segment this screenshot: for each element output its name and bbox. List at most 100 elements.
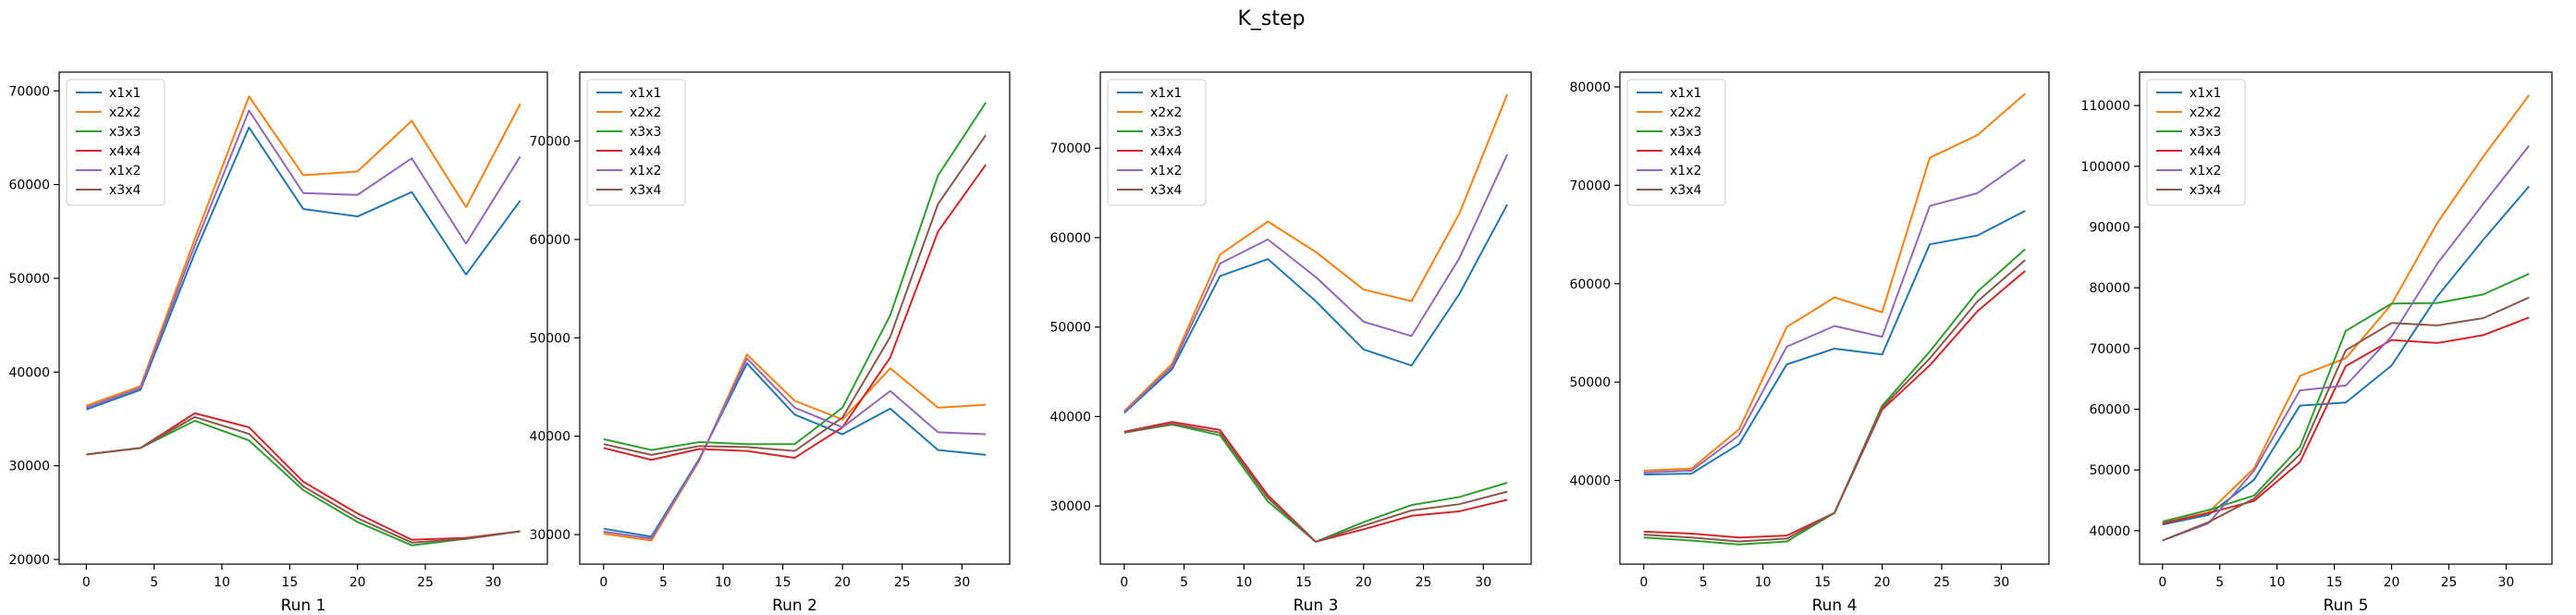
x-tick-label: 5 bbox=[1699, 575, 1708, 590]
y-tick-label: 30000 bbox=[1049, 499, 1091, 514]
y-tick-label: 60000 bbox=[1569, 277, 1611, 292]
x-tick-label: 0 bbox=[2158, 575, 2166, 590]
x-tick-label: 0 bbox=[1639, 575, 1648, 590]
x-axis-label: Run 2 bbox=[772, 597, 817, 615]
y-tick-label: 30000 bbox=[8, 460, 50, 474]
x-tick-label: 30 bbox=[2498, 575, 2515, 590]
y-tick-label: 80000 bbox=[2089, 281, 2130, 296]
x-tick-label: 15 bbox=[1295, 575, 1312, 590]
series-line-x4x4 bbox=[86, 412, 521, 541]
figure-title: K_step bbox=[1237, 7, 1305, 31]
series-line-x3x3 bbox=[603, 102, 987, 451]
series-line-x1x2 bbox=[1123, 154, 1509, 413]
y-tick-label: 50000 bbox=[529, 331, 570, 346]
y-tick-label: 50000 bbox=[1569, 375, 1611, 390]
x-tick-label: 10 bbox=[2269, 575, 2286, 590]
y-tick-label: 40000 bbox=[1569, 474, 1611, 489]
x-tick-label: 5 bbox=[1180, 575, 1188, 590]
y-tick-label: 60000 bbox=[8, 178, 50, 193]
series-line-x1x1 bbox=[1643, 210, 2026, 476]
series-line-x3x4 bbox=[1643, 259, 2026, 543]
series-line-x3x4 bbox=[86, 415, 521, 544]
plot-frame bbox=[1619, 71, 2050, 565]
y-tick-label: 60000 bbox=[529, 233, 570, 248]
plot-frame bbox=[2139, 71, 2553, 565]
x-tick-label: 15 bbox=[1814, 575, 1831, 590]
x-tick-label: 0 bbox=[1120, 575, 1128, 590]
legend-label-x2x2: x2x2 bbox=[630, 105, 661, 120]
legend-label-x1x2: x1x2 bbox=[109, 164, 141, 178]
x-tick-label: 25 bbox=[894, 575, 911, 590]
x-axis-label: Run 5 bbox=[2324, 597, 2369, 615]
y-tick-label: 20000 bbox=[8, 553, 50, 568]
x-tick-label: 10 bbox=[1235, 575, 1252, 590]
series-line-x1x1 bbox=[1123, 203, 1508, 414]
legend-label-x1x1: x1x1 bbox=[109, 86, 141, 101]
chart-panel-4: 0 5 10 15 20 25 30 40000 50000 60000 70000 80000 Run… bbox=[1569, 71, 2050, 615]
x-tick-label: 25 bbox=[1416, 575, 1432, 590]
y-tick-label: 40000 bbox=[2089, 524, 2130, 539]
series-line-x3x3 bbox=[86, 419, 521, 547]
chart-panel-2: 0 5 10 15 20 25 30 30000 40000 50000 60000 70000 Run… bbox=[529, 71, 1011, 615]
y-tick-label: 80000 bbox=[1569, 80, 1611, 95]
legend-label-x3x4: x3x4 bbox=[1670, 183, 1701, 198]
legend-label-x1x1: x1x1 bbox=[630, 86, 661, 101]
legend-label-x2x2: x2x2 bbox=[109, 105, 141, 120]
x-tick-label: 25 bbox=[2441, 575, 2458, 590]
series-line-x1x1 bbox=[2162, 185, 2530, 526]
y-tick-label: 90000 bbox=[2089, 220, 2130, 235]
series-line-x4x4 bbox=[2162, 316, 2530, 524]
y-tick-label: 70000 bbox=[529, 134, 570, 149]
y-tick-label: 40000 bbox=[8, 365, 50, 380]
x-tick-label: 15 bbox=[775, 575, 791, 590]
legend-label-x3x3: x3x3 bbox=[630, 125, 661, 140]
y-tick-label: 50000 bbox=[8, 272, 50, 287]
x-tick-label: 30 bbox=[1475, 575, 1491, 590]
series-line-x1x2 bbox=[603, 357, 987, 540]
x-tick-label: 0 bbox=[82, 575, 91, 590]
chart-panel-1: 0 5 10 15 20 25 30 20000 30000 40000 50000 60000 700… bbox=[8, 71, 548, 615]
x-tick-label: 5 bbox=[2215, 575, 2224, 590]
x-tick-label: 20 bbox=[834, 575, 851, 590]
x-tick-label: 20 bbox=[2384, 575, 2400, 590]
legend-label-x1x1: x1x1 bbox=[2190, 86, 2221, 101]
legend-label-x4x4: x4x4 bbox=[1670, 144, 1701, 159]
x-tick-label: 0 bbox=[599, 575, 607, 590]
legend-label-x4x4: x4x4 bbox=[2190, 144, 2221, 159]
series-line-x1x2 bbox=[2162, 144, 2531, 542]
x-tick-label: 15 bbox=[2326, 575, 2343, 590]
plot-frame bbox=[579, 71, 1011, 565]
x-tick-label: 25 bbox=[1933, 575, 1950, 590]
series-line-x1x2 bbox=[85, 109, 521, 409]
series-line-x1x1 bbox=[85, 126, 521, 411]
series-line-x4x4 bbox=[603, 164, 987, 461]
y-tick-label: 30000 bbox=[529, 528, 570, 543]
x-axis-label: Run 3 bbox=[1294, 597, 1339, 615]
legend-label-x1x2: x1x2 bbox=[1150, 164, 1182, 178]
y-tick-label: 50000 bbox=[1049, 321, 1091, 336]
legend-label-x1x2: x1x2 bbox=[1670, 164, 1701, 178]
y-tick-label: 100000 bbox=[2081, 160, 2130, 175]
legend-label-x1x1: x1x1 bbox=[1150, 86, 1182, 101]
series-line-x2x2 bbox=[85, 95, 521, 407]
series-line-x3x4 bbox=[2162, 296, 2530, 542]
y-tick-label: 50000 bbox=[2089, 463, 2130, 478]
series-line-x2x2 bbox=[2162, 94, 2531, 524]
legend-label-x1x1: x1x1 bbox=[1670, 86, 1701, 101]
x-axis-label: Run 4 bbox=[1812, 597, 1858, 615]
legend-label-x4x4: x4x4 bbox=[630, 144, 661, 159]
y-tick-label: 40000 bbox=[529, 430, 570, 445]
y-tick-label: 70000 bbox=[8, 84, 50, 99]
x-tick-label: 10 bbox=[214, 575, 230, 590]
x-tick-label: 15 bbox=[281, 575, 298, 590]
x-tick-label: 10 bbox=[1755, 575, 1772, 590]
legend-label-x3x3: x3x3 bbox=[1670, 125, 1701, 140]
x-tick-label: 5 bbox=[659, 575, 668, 590]
series-line-x3x4 bbox=[1123, 423, 1508, 543]
x-tick-label: 30 bbox=[953, 575, 970, 590]
y-tick-label: 110000 bbox=[2081, 99, 2130, 114]
x-axis-label: Run 1 bbox=[281, 597, 326, 615]
legend-label-x4x4: x4x4 bbox=[1150, 144, 1182, 159]
